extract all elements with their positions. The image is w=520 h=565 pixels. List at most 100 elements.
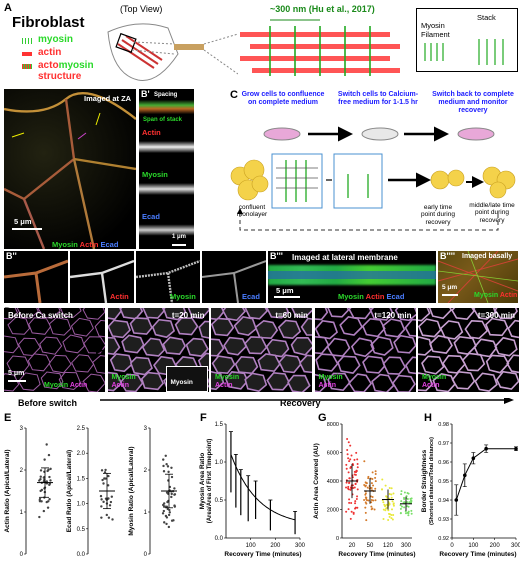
e-point — [170, 495, 173, 499]
cell-outline — [277, 319, 302, 340]
g-point — [347, 508, 350, 511]
e-point — [107, 497, 110, 500]
g-point — [354, 500, 357, 503]
g-point — [409, 497, 412, 500]
g-point — [365, 482, 368, 485]
h-x-tick-label: 300 — [511, 543, 520, 549]
g-point — [345, 467, 348, 470]
cell-outline — [211, 355, 236, 375]
d-channel-legend: Myosin Actin — [111, 374, 136, 389]
e-point — [39, 489, 42, 493]
e-point — [107, 474, 110, 478]
g-point — [365, 502, 368, 505]
e-point — [38, 479, 41, 482]
b2-myosin — [136, 251, 200, 303]
e-y-tick-label: 3 — [144, 426, 148, 432]
h-x-label: Recovery Time (minutes) — [439, 551, 516, 558]
e-point — [105, 513, 108, 517]
g-point — [406, 497, 409, 500]
f-x-tick-label: 200 — [270, 543, 281, 549]
before-switch-label: Before switch — [18, 398, 78, 408]
fibroblast-schematic — [107, 23, 238, 81]
g-point — [407, 505, 410, 508]
e-point — [166, 465, 170, 468]
cell-outline — [223, 336, 248, 356]
g-point — [352, 464, 355, 467]
e-point — [106, 484, 110, 487]
g-point — [356, 466, 359, 469]
g-point — [407, 514, 410, 517]
b-channel-legend: Myosin Actin Ecad — [52, 240, 119, 249]
e-point — [167, 470, 170, 474]
g-y-tick-label: 6000 — [327, 451, 339, 457]
g-point — [391, 508, 394, 511]
g-point — [374, 487, 377, 490]
cell-outline — [451, 370, 476, 390]
g-point — [352, 487, 355, 490]
g-point — [374, 499, 377, 502]
cell-outline — [211, 338, 225, 357]
cell-outline — [494, 336, 518, 357]
g-point — [371, 471, 374, 474]
cell-outline — [507, 319, 519, 339]
b-prime-letter: B' — [141, 89, 150, 99]
g-point — [387, 519, 390, 522]
cell-outline — [58, 371, 82, 391]
e-point — [42, 509, 46, 513]
cell-outline — [107, 371, 122, 392]
legend-actomyosin: actomyosin structure — [38, 60, 94, 82]
e-point — [49, 467, 52, 471]
h-y-tick-label: 0.96 — [438, 460, 449, 466]
panel-h-letter: H — [424, 412, 432, 424]
g-point — [406, 491, 409, 494]
panel-c-letter: C — [230, 89, 238, 101]
g-point — [388, 487, 391, 490]
e-point — [100, 516, 103, 519]
e-point — [163, 521, 166, 524]
cell-outline — [287, 374, 311, 392]
b3-channels: Myosin Actin Ecad — [338, 292, 405, 301]
e-point — [170, 519, 174, 522]
panel-a-letter: A — [4, 2, 12, 14]
b2-myosin-label: Myosin — [170, 292, 196, 301]
e-point — [39, 469, 43, 472]
cell-outline — [394, 308, 416, 322]
e-y-tick-label: 2.0 — [77, 451, 86, 457]
actomyosin-stack-diagram — [240, 19, 400, 76]
cell-outline — [174, 317, 198, 336]
myosin-filament-label: Myosin Filament — [421, 21, 450, 39]
g-point — [353, 458, 356, 461]
g-point — [388, 515, 391, 518]
g-point — [354, 471, 357, 474]
h-y-tick-label: 0.92 — [438, 536, 449, 542]
cell-outline — [418, 336, 433, 356]
protocol-diagram — [230, 126, 516, 231]
b-prime-scale-text: 1 μm — [172, 234, 187, 240]
g-point — [363, 484, 366, 487]
spacing-label: Spacing — [154, 92, 178, 98]
g-point — [400, 490, 403, 493]
g-point — [400, 493, 403, 496]
d-frame: t=300 min Myosin Actin — [418, 308, 519, 392]
g-point — [349, 488, 352, 491]
e-point — [48, 498, 51, 501]
e-y-tick-label: 1.0 — [77, 502, 86, 508]
g-point — [403, 491, 406, 494]
g-point — [345, 463, 348, 466]
cell-outline — [266, 371, 291, 391]
g-point — [385, 507, 388, 510]
panel-a-title: Fibroblast — [12, 14, 85, 31]
e-y-tick-label: 2 — [144, 468, 148, 474]
b2-letter: B'' — [6, 251, 17, 261]
b2-ecad — [202, 251, 266, 303]
g-point — [347, 485, 350, 488]
g-point — [385, 495, 388, 498]
b3-image — [268, 251, 436, 303]
cell-outline — [92, 354, 105, 374]
g-point — [351, 484, 354, 487]
g-point — [356, 463, 359, 466]
cell-outline — [369, 336, 394, 356]
g-point — [354, 482, 357, 485]
d-frame-label: t=20 min — [171, 311, 205, 320]
e-point — [167, 513, 171, 517]
